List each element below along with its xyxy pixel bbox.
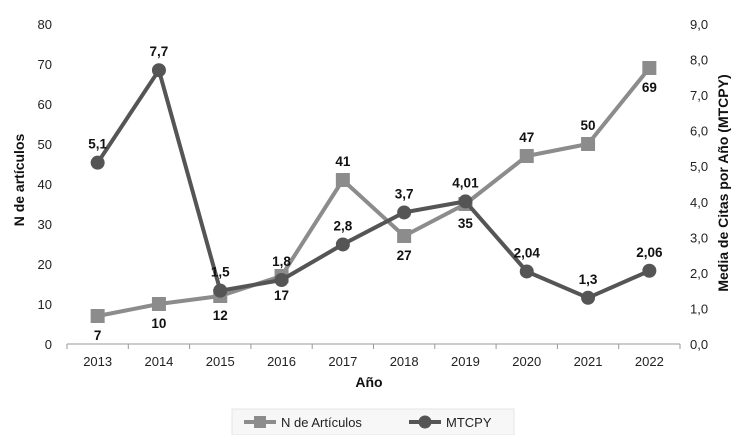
- legend: N de Artículos MTCPY: [231, 408, 515, 435]
- x-tick-label: 2018: [390, 354, 419, 369]
- x-tick-label: 2017: [328, 354, 357, 369]
- y2-tick-label: 3,0: [690, 230, 708, 245]
- y2-tick-label: 7,0: [690, 88, 708, 103]
- data-label-mtcpy: 1,3: [579, 272, 598, 287]
- data-point-articulos: [90, 309, 105, 323]
- data-point-articulos: [581, 137, 596, 151]
- legend-label-mtcpy: MTCPY: [446, 415, 492, 430]
- x-axis-title: Año: [355, 374, 382, 390]
- data-point-mtcpy: [335, 237, 350, 252]
- data-label-articulos: 50: [581, 118, 596, 133]
- data-label-articulos: 17: [274, 288, 289, 303]
- data-label-mtcpy: 1,5: [211, 265, 230, 280]
- x-tick-label: 2014: [144, 354, 173, 369]
- y-tick-label: 40: [38, 177, 52, 192]
- data-point-mtcpy: [397, 205, 412, 220]
- y-tick-label: 70: [38, 57, 52, 72]
- data-label-articulos: 47: [519, 130, 534, 145]
- data-label-mtcpy: 2,06: [636, 245, 663, 260]
- y-axis-title: N de artículos: [11, 134, 27, 227]
- data-label-articulos: 27: [397, 248, 412, 263]
- y-tick-label: 0: [45, 337, 52, 352]
- y2-tick-label: 0,0: [690, 337, 708, 352]
- y2-tick-label: 1,0: [690, 301, 708, 316]
- data-label-articulos: 41: [335, 154, 351, 169]
- data-point-articulos: [335, 173, 350, 187]
- data-point-mtcpy: [213, 283, 228, 298]
- data-point-articulos: [519, 149, 534, 163]
- series-line-mtcpy: [96, 68, 651, 300]
- data-point-mtcpy: [642, 263, 657, 278]
- y2-tick-label: 5,0: [690, 159, 708, 174]
- data-point-mtcpy: [458, 194, 473, 209]
- legend-marker-mtcpy: [418, 415, 432, 429]
- x-tick-label: 2020: [512, 354, 541, 369]
- x-tick-label: 2022: [635, 354, 664, 369]
- y-tick-label: 50: [38, 137, 52, 152]
- y2-axis-title: Media de Citas por Año (MTCPY): [715, 74, 731, 291]
- x-tick-label: 2015: [206, 354, 235, 369]
- legend-label-articulos: N de Artículos: [281, 415, 362, 430]
- data-labels: 7 10 12 17 41 27 35 47 50 69 5,1 7,7 1,5 1,8 2,8 3,7 4,0…: [88, 44, 663, 343]
- y-tick-label: 20: [38, 257, 52, 272]
- data-label-mtcpy: 3,7: [395, 186, 414, 201]
- data-label-mtcpy: 1,8: [272, 254, 291, 269]
- x-tick-label: 2019: [451, 354, 480, 369]
- y-tick-label: 80: [38, 17, 52, 32]
- data-label-mtcpy: 2,04: [514, 245, 541, 260]
- y2-tick-label: 8,0: [690, 53, 708, 68]
- data-point-mtcpy: [519, 264, 534, 279]
- y2-tick-label: 2,0: [690, 266, 708, 281]
- data-point-mtcpy: [274, 273, 289, 287]
- data-label-articulos: 12: [213, 308, 228, 323]
- y2-tick-label: 4,0: [690, 195, 708, 210]
- y2-tick-label: 9,0: [690, 17, 708, 32]
- data-label-mtcpy: 2,8: [333, 218, 352, 233]
- series-line-articulos: [97, 66, 651, 318]
- y-tick-label: 30: [38, 217, 52, 232]
- series-layer: [90, 61, 657, 323]
- data-label-articulos: 69: [642, 80, 657, 95]
- data-point-articulos: [397, 229, 412, 243]
- data-point-mtcpy: [90, 155, 105, 170]
- y-tick-label: 10: [38, 297, 52, 312]
- legend-box: [231, 408, 515, 435]
- x-tick-label: 2016: [267, 354, 296, 369]
- data-label-mtcpy: 7,7: [150, 44, 169, 59]
- data-label-articulos: 10: [151, 316, 166, 331]
- data-point-articulos: [151, 297, 166, 311]
- data-point-mtcpy: [151, 63, 166, 78]
- axes: 2013 2014 2015 2016 2017 2018 2019 2020 2021 2022…: [38, 17, 709, 369]
- data-point-articulos: [642, 61, 657, 75]
- y2-tick-label: 6,0: [690, 124, 708, 139]
- data-label-mtcpy: 5,1: [88, 137, 107, 152]
- data-label-articulos: 35: [458, 216, 474, 231]
- data-label-articulos: 7: [94, 328, 102, 343]
- y-tick-label: 60: [38, 97, 52, 112]
- data-label-mtcpy: 4,01: [452, 175, 479, 190]
- x-tick-label: 2021: [574, 354, 603, 369]
- data-point-mtcpy: [581, 290, 596, 305]
- x-tick-label: 2013: [83, 354, 112, 369]
- legend-marker-articulos: [254, 416, 266, 428]
